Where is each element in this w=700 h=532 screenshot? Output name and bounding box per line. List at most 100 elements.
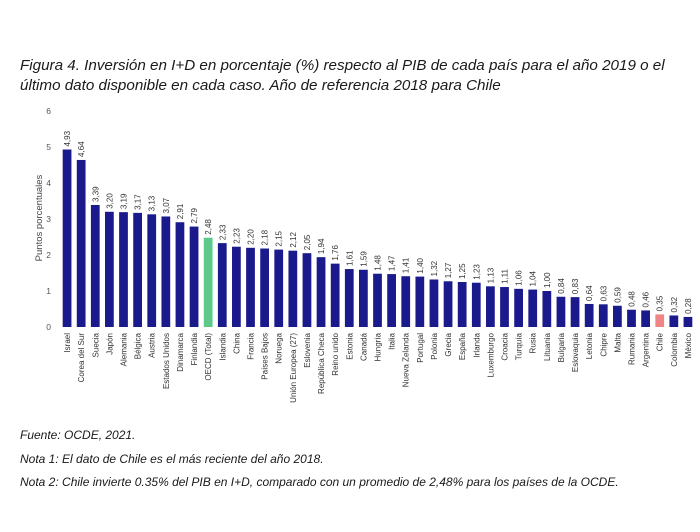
value-label: 0,48 [628, 291, 637, 307]
bar [486, 286, 495, 327]
value-label: 3,13 [148, 195, 157, 211]
y-tick-label: 3 [46, 214, 51, 224]
category-label: Turquía [515, 332, 524, 360]
category-label: Unión Europea (27) [289, 333, 298, 403]
value-label: 1,61 [345, 250, 354, 266]
bar [147, 214, 157, 327]
bar [613, 305, 622, 327]
value-label: 3,07 [162, 197, 171, 213]
value-label: 1,48 [374, 255, 383, 271]
y-axis-label: Puntos porcentuales [34, 174, 45, 261]
bar [175, 222, 185, 327]
value-label: 1,04 [529, 270, 538, 286]
bar [641, 310, 650, 327]
value-label: 0,28 [684, 298, 693, 314]
bar [260, 248, 269, 327]
value-label: 2,23 [232, 228, 241, 244]
bar [570, 297, 580, 327]
value-label: 1,76 [331, 245, 340, 261]
value-label: 0,64 [585, 285, 594, 301]
category-label: Portugal [416, 333, 425, 363]
category-label: OECD (Total) [204, 333, 213, 381]
category-label: Austria [148, 332, 157, 357]
category-label: Reino unido [331, 332, 340, 375]
category-label: Lituania [543, 332, 552, 361]
y-tick-label: 5 [46, 142, 51, 152]
bar [76, 159, 86, 327]
bar [429, 279, 439, 327]
note-1: Nota 1: El dato de Chile es el más recie… [20, 452, 324, 466]
y-tick-label: 4 [46, 178, 51, 188]
category-label: Dinamarca [176, 332, 185, 371]
bar [528, 289, 538, 327]
bar-chart: 0 1 2 3 4 5 6 4,93 4,64 3,39 3,20 3,19 3,17 3,13 3,07… [34, 106, 693, 403]
category-label: Italia [388, 332, 397, 349]
value-label: 4,93 [63, 130, 72, 146]
value-label: 3,19 [120, 193, 129, 209]
bar [598, 304, 608, 327]
bar [514, 288, 523, 327]
category-label: Malta [613, 332, 622, 352]
bar [655, 314, 665, 327]
bars [62, 149, 693, 327]
value-label: 1,27 [444, 262, 453, 278]
value-label: 3,20 [105, 193, 114, 209]
value-label: 1,06 [515, 270, 524, 286]
y-tick-label: 6 [46, 106, 51, 116]
category-label: Estados Unidos [162, 333, 171, 389]
bar [542, 291, 552, 327]
category-label: Finlandia [190, 332, 199, 365]
value-label: 1,47 [388, 255, 397, 271]
bar [387, 274, 396, 327]
category-label: Rumania [628, 332, 637, 365]
category-label: Bulgaria [557, 332, 566, 362]
value-label: 1,41 [402, 257, 411, 273]
bar [683, 316, 693, 327]
value-label: 1,40 [416, 257, 425, 273]
category-label: Polonia [430, 332, 439, 359]
bar [288, 250, 298, 327]
bar [344, 269, 354, 327]
bar [246, 247, 255, 327]
category-label: Chipre [599, 332, 608, 356]
category-label: Eslovenia [303, 332, 312, 367]
bar [443, 281, 453, 327]
bar [471, 282, 481, 327]
category-label: Países Bajos [261, 333, 270, 380]
value-labels: 4,93 4,64 3,39 3,20 3,19 3,17 3,13 3,07 2,91 2,79… [63, 130, 693, 314]
category-label: Islandia [218, 332, 227, 360]
bar [401, 276, 411, 327]
bar [627, 309, 636, 327]
bar [161, 216, 171, 327]
value-label: 0,59 [613, 287, 622, 303]
category-label: Francia [247, 332, 256, 359]
bar [457, 282, 467, 327]
value-label: 2,91 [176, 203, 185, 219]
bar [500, 287, 509, 327]
category-labels: Israel Corea del Sur Suecia Japón Alemania Bé… [63, 332, 693, 402]
value-label: 2,33 [218, 224, 227, 240]
category-label: Estonia [345, 332, 354, 359]
bar [584, 303, 594, 327]
value-label: 2,79 [190, 207, 199, 223]
category-label: República Checa [317, 332, 326, 393]
value-label: 0,46 [642, 291, 651, 307]
category-label: Croacia [501, 332, 510, 360]
bar [359, 269, 368, 327]
value-label: 1,11 [501, 269, 510, 285]
category-label: Corea del Sur [77, 333, 86, 383]
value-label: 0,63 [599, 285, 608, 301]
figure-title: Figura 4. Inversión en I+D en porcentaje… [20, 57, 665, 94]
value-label: 3,17 [134, 194, 143, 210]
category-label: España [458, 332, 467, 360]
category-label: Eslovaquia [571, 332, 580, 372]
bar [556, 296, 566, 327]
category-label: Suecia [91, 332, 100, 357]
value-label: 4,64 [77, 141, 86, 157]
category-label: México [684, 332, 693, 358]
value-label: 2,12 [289, 232, 298, 248]
bar [232, 246, 241, 327]
category-label: Letonia [585, 332, 594, 359]
category-label: Luxemburgo [486, 332, 495, 377]
bar [203, 237, 213, 327]
